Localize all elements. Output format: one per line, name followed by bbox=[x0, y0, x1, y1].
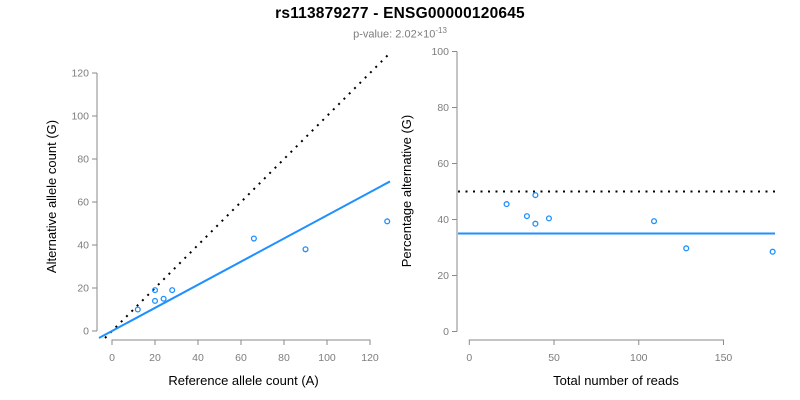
y-tick-label: 120 bbox=[71, 68, 89, 80]
data-point bbox=[523, 213, 530, 220]
data-point bbox=[545, 215, 552, 222]
x-tick-label: 0 bbox=[109, 352, 115, 364]
x-axis-title: Total number of reads bbox=[553, 373, 679, 388]
y-tick-label: 60 bbox=[77, 197, 89, 209]
allele-count-scatter: 0 20 40 60 80 100 120 0 20 40 60 80 100 120 Reference … bbox=[44, 54, 391, 388]
data-point bbox=[683, 245, 690, 252]
x-axis-title: Reference allele count (A) bbox=[168, 373, 318, 388]
x-tick-label: 100 bbox=[318, 352, 336, 364]
y-tick-label: 0 bbox=[443, 326, 449, 338]
data-point bbox=[160, 295, 167, 302]
y-tick-label: 40 bbox=[77, 240, 89, 252]
data-point bbox=[302, 246, 309, 253]
x-tick-label: 40 bbox=[192, 352, 204, 364]
figure-title: rs113879277 - ENSG00000120645 bbox=[275, 5, 525, 22]
data-point bbox=[250, 235, 257, 242]
data-point bbox=[503, 201, 510, 208]
x-tick-label: 20 bbox=[149, 352, 161, 364]
data-point bbox=[151, 287, 159, 294]
y-axis-title: Alternative allele count (G) bbox=[44, 120, 59, 273]
y-tick-label: 80 bbox=[77, 154, 89, 166]
data-point bbox=[769, 248, 776, 255]
x-tick-label: 150 bbox=[715, 352, 733, 364]
data-point bbox=[650, 218, 658, 225]
data-point bbox=[169, 287, 176, 294]
y-tick-label: 40 bbox=[437, 214, 449, 226]
pvalue-label: p-value: bbox=[353, 28, 396, 41]
x-tick-label: 120 bbox=[361, 352, 379, 364]
data-point bbox=[532, 192, 539, 199]
pvalue-exponent: -13 bbox=[435, 26, 447, 35]
data-point bbox=[384, 218, 391, 225]
x-tick-label: 50 bbox=[548, 352, 560, 364]
figure-subtitle: p-value: 2.02×10-13 bbox=[0, 26, 800, 41]
x-tick-label: 100 bbox=[630, 352, 648, 364]
identity-line bbox=[104, 54, 389, 339]
pvalue-mantissa: 2.02×10 bbox=[395, 28, 436, 41]
x-tick-label: 0 bbox=[466, 352, 472, 364]
allelic-ratio-line bbox=[98, 180, 391, 339]
y-tick-label: 60 bbox=[437, 158, 449, 170]
y-axis-title: Percentage alternative (G) bbox=[399, 115, 414, 267]
y-tick-label: 0 bbox=[83, 326, 89, 338]
data-point bbox=[532, 220, 539, 227]
x-tick-label: 80 bbox=[278, 352, 290, 364]
x-tick-label: 60 bbox=[235, 352, 247, 364]
data-point bbox=[151, 297, 159, 304]
y-tick-label: 100 bbox=[71, 111, 89, 123]
y-tick-label: 20 bbox=[437, 270, 449, 282]
y-tick-label: 100 bbox=[431, 46, 449, 58]
figure-header: rs113879277 - ENSG00000120645 p-value: 2… bbox=[0, 5, 800, 41]
y-tick-label: 20 bbox=[77, 283, 89, 295]
data-point bbox=[134, 306, 141, 313]
y-tick-label: 80 bbox=[437, 102, 449, 114]
percentage-scatter: 0 50 100 150 0 20 40 60 80 100 Total number of rea… bbox=[399, 46, 776, 388]
